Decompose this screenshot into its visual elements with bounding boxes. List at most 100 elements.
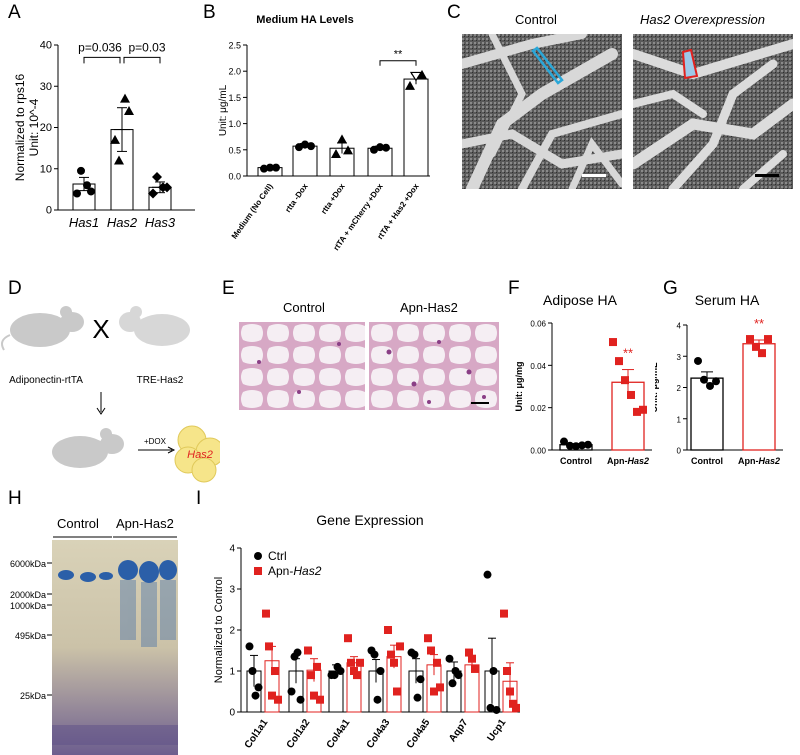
data-point bbox=[560, 437, 568, 446]
chart-g: Serum HA 0 1 2 3 4 Unit: μg/mL Control Apn-Has2 *… bbox=[655, 292, 783, 466]
data-point bbox=[764, 335, 772, 344]
bar bbox=[292, 145, 318, 177]
data-point bbox=[248, 667, 257, 675]
data-point bbox=[471, 664, 479, 673]
y-tick-label: 0.0 bbox=[228, 172, 241, 182]
data-point bbox=[260, 164, 268, 173]
chart-i: Gene Expression 0 1 2 3 4 Normalized to Contro… bbox=[213, 512, 520, 751]
y-tick-label: 1.5 bbox=[228, 93, 241, 103]
y-tick-label: 1.0 bbox=[228, 119, 241, 129]
data-point bbox=[506, 687, 514, 696]
mouse-icon bbox=[1, 306, 84, 351]
x-tick-label: rtta +Dox bbox=[319, 182, 347, 216]
data-point bbox=[316, 695, 324, 704]
data-point bbox=[310, 691, 318, 700]
data-point bbox=[384, 626, 392, 634]
panel-letter-e: E bbox=[222, 278, 235, 299]
data-point bbox=[356, 658, 364, 667]
data-point bbox=[509, 699, 517, 708]
sig-bracket bbox=[83, 56, 121, 64]
data-point bbox=[110, 134, 120, 144]
data-point bbox=[609, 338, 617, 347]
data-point bbox=[148, 188, 158, 199]
chart-f: Adipose HA 0.00 0.02 0.04 0.06 Unit: μg/mg Con… bbox=[514, 292, 652, 466]
control-image-label: Control bbox=[515, 12, 557, 27]
has2-image-label: Has2 Overexpression bbox=[640, 12, 765, 27]
data-point bbox=[572, 442, 580, 451]
data-point bbox=[77, 166, 85, 175]
y-tick-label: 2.0 bbox=[228, 67, 241, 77]
data-point bbox=[293, 648, 302, 657]
y-tick-label: 0.04 bbox=[530, 362, 546, 371]
x-tick-label: Apn-Has2 bbox=[738, 456, 780, 466]
y-tick-label: 40 bbox=[40, 40, 52, 52]
x-tick-label: rtta -Dox bbox=[283, 182, 310, 215]
panel-letter-f: F bbox=[508, 278, 520, 299]
y-tick-label: 20 bbox=[40, 122, 52, 134]
chart-b: Medium HA Levels 0.0 0.5 1.0 1.5 2.0 2.5 Unit: … bbox=[218, 14, 430, 252]
data-point bbox=[350, 667, 358, 675]
data-point bbox=[73, 189, 81, 198]
legend-label-ctrl: Ctrl bbox=[268, 549, 287, 563]
data-point bbox=[417, 69, 427, 79]
data-point bbox=[266, 163, 274, 172]
mouse-icon-2 bbox=[119, 306, 190, 346]
chart-title: Medium HA Levels bbox=[256, 14, 353, 26]
chart-title: Gene Expression bbox=[316, 512, 423, 528]
adipocyte-cluster-icon bbox=[174, 425, 220, 483]
gel-marker-6000: 6000kDa bbox=[10, 559, 46, 569]
chart-a: 0 10 20 30 40 Normalized to rps16 Unit: 10^-4 H… bbox=[13, 40, 195, 230]
significance-label: ** bbox=[623, 346, 633, 361]
control-sem-image bbox=[462, 34, 622, 189]
data-point bbox=[271, 667, 279, 675]
data-point bbox=[405, 80, 415, 90]
data-point bbox=[347, 658, 355, 667]
data-point bbox=[287, 687, 296, 696]
x-tick-label: Medium (No Cell) bbox=[230, 182, 275, 241]
data-point bbox=[376, 667, 385, 675]
tre-has2-label: TRE-Has2 bbox=[137, 375, 184, 386]
data-point bbox=[336, 667, 345, 675]
data-point bbox=[758, 349, 766, 358]
x-tick-label: Control bbox=[691, 456, 723, 466]
data-point bbox=[503, 667, 511, 675]
data-point bbox=[301, 140, 309, 149]
data-point bbox=[512, 703, 520, 712]
panel-letter-a: A bbox=[8, 2, 21, 23]
gel-marker-1000: 1000kDa bbox=[10, 601, 46, 611]
y-axis-label: Unit: μg/mg bbox=[514, 362, 524, 412]
data-point bbox=[272, 163, 280, 172]
data-point bbox=[500, 609, 508, 618]
data-point bbox=[265, 642, 273, 651]
x-tick-label: Col4a1 bbox=[325, 717, 353, 751]
data-point bbox=[465, 648, 473, 657]
data-point bbox=[454, 671, 463, 680]
panel-letter-c: C bbox=[447, 2, 461, 23]
y-tick-label: 1 bbox=[229, 667, 235, 678]
y-tick-label: 4 bbox=[677, 322, 682, 331]
data-point bbox=[296, 695, 305, 704]
data-point bbox=[492, 705, 501, 714]
data-point bbox=[430, 687, 438, 696]
significance-label: ** bbox=[394, 49, 403, 61]
data-point bbox=[304, 646, 312, 655]
y-tick-label: 4 bbox=[229, 544, 235, 555]
data-point bbox=[746, 335, 754, 344]
data-point bbox=[152, 172, 162, 182]
data-point bbox=[694, 356, 702, 365]
data-point bbox=[639, 405, 647, 414]
y-axis-label-unit: Unit: 10^-4 bbox=[27, 98, 41, 156]
bar bbox=[742, 343, 776, 451]
x-tick-label: Col1a2 bbox=[285, 717, 313, 751]
gel-has2-label: Apn-Has2 bbox=[116, 516, 174, 531]
legend-label-has2: Apn-Has2 bbox=[268, 564, 322, 578]
data-point bbox=[393, 687, 401, 696]
gel-control-label: Control bbox=[57, 516, 99, 531]
bar bbox=[690, 377, 724, 451]
y-tick-label: 0.02 bbox=[530, 404, 546, 413]
data-point bbox=[370, 145, 378, 154]
x-tick-label: Apn-Has2 bbox=[607, 456, 649, 466]
y-axis-label: Normalized to Control bbox=[213, 577, 225, 683]
panel-letter-d: D bbox=[8, 278, 22, 299]
y-tick-label: 1 bbox=[677, 415, 682, 424]
